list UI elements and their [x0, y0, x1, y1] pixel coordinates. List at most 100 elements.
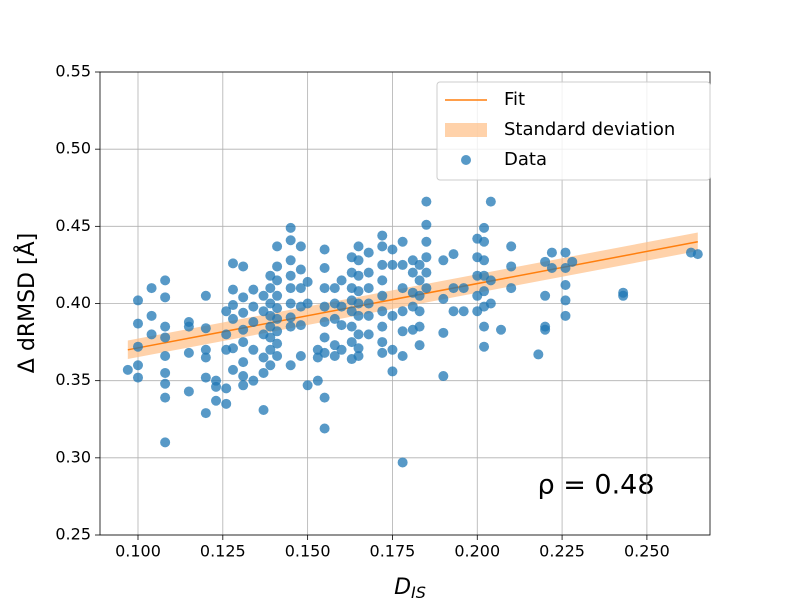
data-point [479, 286, 490, 297]
data-point [227, 364, 238, 375]
data-point [567, 256, 578, 267]
data-point [618, 290, 629, 301]
data-point [258, 352, 269, 363]
data-point [183, 321, 194, 332]
data-point [146, 310, 157, 321]
data-point [221, 383, 232, 394]
data-point [238, 380, 249, 391]
y-tick-label: 0.25 [55, 525, 91, 544]
data-point [353, 350, 364, 361]
data-point [227, 300, 238, 311]
data-point [546, 247, 557, 258]
data-point [438, 371, 449, 382]
data-point [479, 236, 490, 247]
data-point [387, 310, 398, 321]
data-point [146, 283, 157, 294]
data-point [160, 378, 171, 389]
data-point [421, 219, 432, 230]
data-point [353, 270, 364, 281]
data-point [448, 283, 459, 294]
legend-swatch [445, 123, 487, 137]
data-point [397, 350, 408, 361]
data-point [353, 255, 364, 266]
data-point [272, 241, 283, 252]
y-tick-label: 0.35 [55, 370, 91, 389]
data-point [506, 283, 517, 294]
x-tick-label: 0.100 [115, 542, 161, 561]
data-point [485, 275, 496, 286]
data-point [438, 293, 449, 304]
data-point [200, 408, 211, 419]
data-point [363, 310, 374, 321]
data-point [397, 457, 408, 468]
data-point [414, 259, 425, 270]
data-point [319, 263, 330, 274]
data-point [540, 324, 551, 335]
data-point [200, 344, 211, 355]
data-point [146, 329, 157, 340]
data-point [387, 259, 398, 270]
data-point [329, 283, 340, 294]
data-point [377, 321, 388, 332]
data-point [407, 267, 418, 278]
data-point [272, 338, 283, 349]
legend-label: Fit [504, 89, 525, 110]
data-point [458, 306, 469, 317]
data-point [265, 332, 276, 343]
data-point [200, 323, 211, 334]
data-point [285, 255, 296, 266]
y-axis-label: Δ dRMSD [Å] [13, 233, 40, 373]
data-point [692, 249, 703, 260]
data-point [377, 337, 388, 348]
data-point [448, 249, 459, 260]
data-point [377, 241, 388, 252]
data-point [272, 313, 283, 324]
data-point [200, 352, 211, 363]
data-point [265, 344, 276, 355]
data-point [285, 298, 296, 309]
data-point [238, 307, 249, 318]
data-point [363, 283, 374, 294]
data-point [248, 317, 259, 328]
data-point [397, 236, 408, 247]
data-point [414, 290, 425, 301]
data-point [211, 381, 222, 392]
data-point [319, 317, 330, 328]
data-point [221, 398, 232, 409]
x-axis-label: DIS [394, 575, 426, 600]
legend-swatch [461, 155, 471, 165]
data-point [248, 284, 259, 295]
data-point [377, 290, 388, 301]
data-point [160, 350, 171, 361]
data-point [312, 375, 323, 386]
data-point [319, 283, 330, 294]
data-point [560, 295, 571, 306]
y-tick-label: 0.45 [55, 216, 91, 235]
data-point [295, 264, 306, 275]
x-tick-label: 0.225 [539, 542, 585, 561]
data-point [285, 312, 296, 323]
data-point [258, 404, 269, 415]
data-point [329, 313, 340, 324]
legend-label: Standard deviation [504, 119, 675, 140]
data-point [285, 222, 296, 233]
data-point [377, 347, 388, 358]
x-axis-label-main: D [394, 575, 411, 600]
data-point [377, 259, 388, 270]
data-point [160, 292, 171, 303]
data-point [377, 306, 388, 317]
x-tick-label: 0.250 [624, 542, 670, 561]
data-point [414, 306, 425, 317]
data-point [353, 298, 364, 309]
data-point [346, 321, 357, 332]
data-point [160, 367, 171, 378]
data-point [414, 321, 425, 332]
data-point [397, 259, 408, 270]
data-point [272, 290, 283, 301]
data-point [238, 292, 249, 303]
data-point [302, 276, 313, 287]
data-point [353, 241, 364, 252]
data-point [132, 341, 143, 352]
data-point [363, 298, 374, 309]
